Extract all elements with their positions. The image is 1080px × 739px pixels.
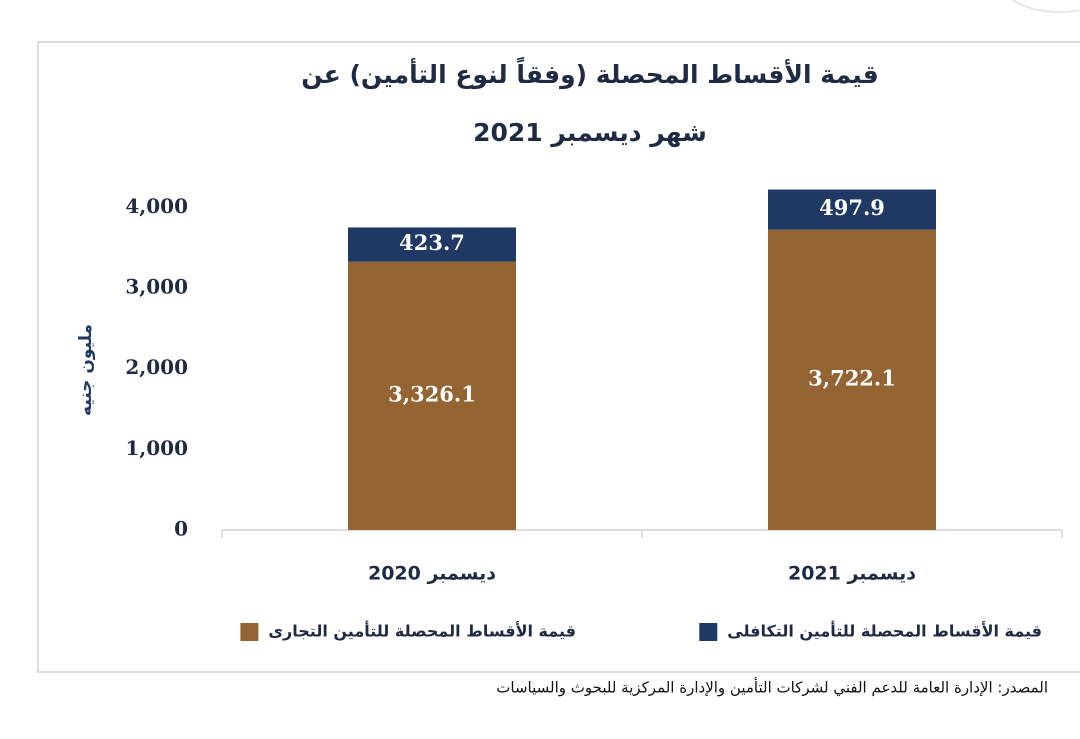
chart-title: قيمة الأقساط المحصلة (وفقاً لنوع التأمين… [301,57,879,90]
y-axis-label: مليون جنيه [76,324,96,416]
legend-label: قيمة الأقساط المحصلة للتأمين التجارى [268,621,576,641]
y-tick-label: 4,000 [125,194,188,218]
data-label: 497.9 [819,195,885,220]
x-tick-label: ديسمبر 2021 [788,563,916,585]
legend-label: قيمة الأقساط المحصلة للتأمين التكافلى [727,621,1042,641]
data-label: 3,326.1 [388,381,476,406]
bar-segment [348,261,516,530]
bar-segment [768,189,936,230]
y-tick-label: 1,000 [125,436,188,460]
bar-segment [768,229,936,530]
y-tick-label: 3,000 [125,274,188,298]
y-tick-label: 2,000 [125,355,188,379]
chart-title: شهر ديسمبر 2021 [473,118,707,148]
bar-segment [348,227,516,262]
legend-swatch [240,623,259,641]
data-label: 423.7 [399,230,465,255]
data-label: 3,722.1 [808,365,896,390]
x-tick-label: ديسمبر 2020 [368,563,496,585]
y-tick-label: 0 [174,517,188,541]
legend-swatch [699,623,718,641]
source-note: المصدر: الإدارة العامة للدعم الفني لشركا… [496,677,1048,698]
decoration [1011,0,1080,13]
